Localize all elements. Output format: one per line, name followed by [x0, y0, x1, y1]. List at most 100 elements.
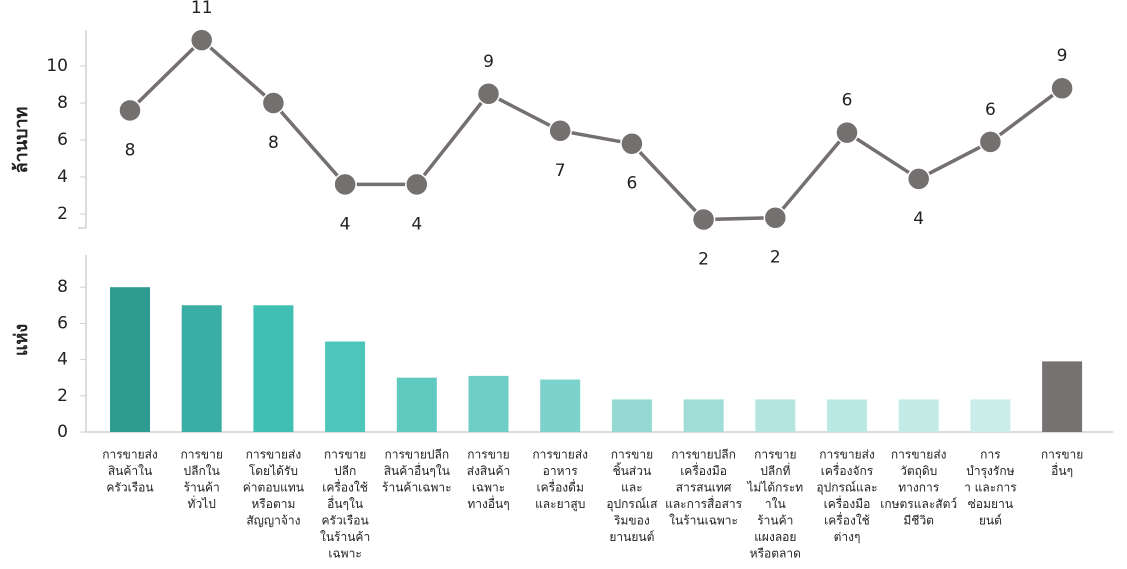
bar: [611, 399, 652, 432]
x-tick-label: ครัวเรือน: [106, 481, 153, 495]
x-tick-label: ส่งสินค้า: [467, 464, 510, 478]
bar: [110, 287, 150, 432]
x-tick-label: ทางอื่นๆ: [467, 495, 509, 511]
x-tick-label: การขาย: [324, 448, 366, 462]
bar: [396, 377, 437, 432]
x-tick-label: อื่นๆใน: [327, 495, 363, 511]
bar: [970, 399, 1011, 432]
x-tick-label: การขาย: [180, 448, 222, 462]
value-label: 9: [1057, 46, 1068, 66]
value-label: 8: [268, 133, 279, 153]
y-tick-label: 2: [57, 386, 68, 406]
x-tick-label: ริมของ: [614, 514, 650, 528]
x-tick-label: การขายส่ง: [891, 448, 947, 462]
value-label: 4: [340, 214, 351, 234]
x-tick-label: การขายส่ง: [532, 448, 588, 462]
x-tick-label: การขายปลีก: [671, 448, 736, 462]
y-tick-label: 8: [57, 93, 68, 113]
y-axis-title: ล้านบาท: [11, 107, 32, 174]
x-tick-label: การขาย: [467, 448, 509, 462]
bar: [683, 399, 724, 432]
x-tick-label: เครื่องใช้: [824, 512, 870, 528]
value-label: 9: [483, 52, 494, 72]
x-tick-label: เกษตรและสัตว์: [880, 497, 957, 511]
marker: [261, 91, 286, 115]
x-tick-label: แผงลอย: [754, 530, 796, 544]
x-tick-label: ร้านค้าเฉพาะ: [382, 481, 452, 495]
bar: [898, 399, 939, 432]
y-tick-label: 4: [57, 350, 68, 370]
x-tick-label: หรือตลาด: [750, 547, 801, 561]
x-tick-label: ปลีกใน: [184, 464, 220, 478]
x-tick-label: เฉพาะ: [472, 481, 505, 495]
x-tick-label: ร้านค้า: [184, 481, 220, 495]
x-tick-label: โดยได้รับ: [249, 464, 298, 478]
marker: [691, 207, 716, 232]
x-tick-label: เครื่องใช้: [322, 479, 368, 495]
y-axis-title: แห่ง: [11, 324, 32, 356]
value-label: 6: [985, 100, 996, 120]
x-tick-label: อื่นๆ: [1051, 462, 1073, 478]
marker: [118, 98, 142, 123]
marker: [620, 131, 644, 156]
x-tick-label: และยาสูบ: [535, 497, 585, 512]
y-tick-label: 2: [57, 204, 68, 224]
x-tick-label: ครัวเรือน: [322, 514, 369, 528]
x-tick-label: การขายส่ง: [819, 448, 875, 462]
value-label: 4: [913, 209, 924, 229]
x-tick-label: ปลีก: [334, 464, 356, 478]
x-tick-label: เฉพาะ: [328, 547, 361, 561]
bar: [827, 399, 867, 432]
x-tick-label: ทั่วไป: [188, 495, 216, 511]
marker: [763, 205, 788, 230]
marker: [548, 119, 572, 143]
y-tick-label: 6: [57, 313, 68, 333]
value-label: 2: [770, 248, 781, 268]
bar: [468, 375, 509, 432]
x-tick-label: การขายส่ง: [102, 448, 158, 462]
value-label: 2: [698, 250, 709, 270]
marker: [978, 130, 1003, 154]
x-tick-label: ร้านค้า: [757, 514, 793, 528]
x-tick-label: ในร้านเฉพาะ: [669, 514, 738, 528]
bar: [325, 341, 366, 432]
y-tick-label: 4: [57, 167, 68, 187]
marker: [405, 172, 429, 197]
x-tick-label: ยนต์: [979, 514, 1002, 528]
x-tick-label: ค่าตอบแทน: [243, 481, 304, 495]
x-tick-label: เครื่องมือ: [824, 495, 871, 511]
bar: [1042, 361, 1083, 432]
x-tick-label: การขาย: [754, 448, 796, 462]
line: [128, 37, 1064, 222]
x-tick-label: อาหาร: [543, 464, 579, 478]
x-tick-label: วัตถุดิบ: [900, 464, 937, 479]
x-tick-label: หรือตาม: [251, 497, 295, 511]
bar: [253, 305, 294, 432]
y-tick-label: 10: [46, 56, 68, 76]
y-tick-label: 0: [57, 422, 68, 442]
x-tick-label: ในร้านค้า: [320, 530, 370, 544]
x-tick-label: มีชีวิต: [903, 514, 934, 528]
bar: [755, 399, 796, 432]
y-tick-label: 6: [57, 130, 68, 150]
marker: [189, 28, 214, 52]
x-tick-label: การขาย: [1041, 448, 1083, 462]
x-tick-label: ทางการ: [898, 481, 940, 495]
x-tick-label: การขาย: [611, 448, 653, 462]
x-tick-label: เครื่องดื่ม: [537, 479, 584, 495]
value-label: 7: [555, 161, 566, 181]
y-tick-label: 8: [57, 277, 68, 297]
x-tick-label: อุปกรณ์และ: [816, 481, 877, 496]
x-tick-label: า และการ: [964, 481, 1017, 495]
x-tick-label: การ: [980, 448, 1001, 462]
x-tick-label: เครื่องมือ: [680, 462, 727, 478]
x-tick-label: และ: [621, 481, 643, 495]
x-tick-label: ซ่อมยาน: [968, 497, 1013, 511]
marker: [906, 167, 931, 191]
x-tick-label: การขายส่ง: [246, 448, 302, 462]
x-tick-label: าใน: [765, 497, 786, 511]
value-label: 6: [626, 174, 637, 194]
value-label: 6: [842, 91, 853, 111]
marker: [1050, 76, 1074, 100]
